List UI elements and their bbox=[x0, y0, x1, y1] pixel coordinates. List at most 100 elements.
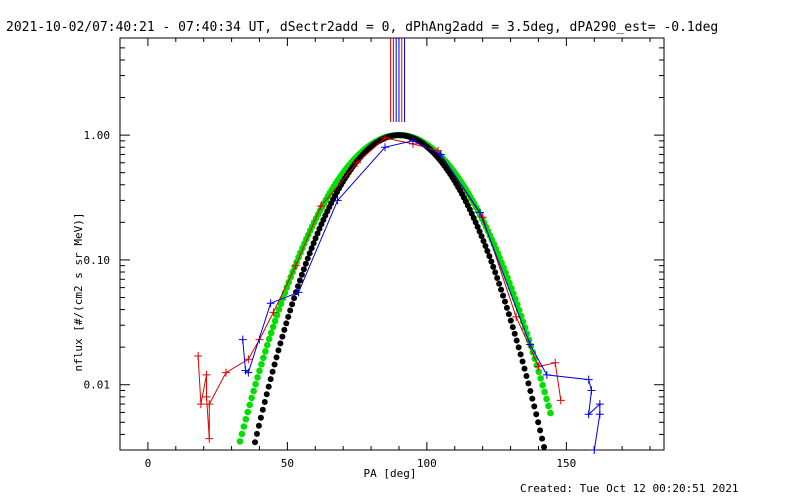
black-model-point bbox=[283, 320, 290, 327]
red-data-point bbox=[551, 358, 560, 367]
red-data-point bbox=[534, 362, 543, 371]
green-model-point bbox=[543, 395, 550, 403]
black-model-point bbox=[503, 304, 510, 311]
blue-data-point bbox=[590, 446, 599, 454]
black-model-point bbox=[521, 365, 528, 372]
green-model-point bbox=[244, 408, 252, 416]
red-data-point bbox=[316, 202, 325, 211]
black-model-point bbox=[265, 383, 272, 390]
red-data-point bbox=[202, 370, 211, 379]
black-model-point bbox=[308, 245, 315, 252]
black-model-point bbox=[306, 250, 313, 257]
black-model-point bbox=[316, 225, 323, 232]
green-model-point bbox=[254, 374, 261, 381]
green-model-point bbox=[248, 394, 255, 402]
black-model-point bbox=[505, 311, 512, 318]
black-model-point bbox=[500, 292, 507, 299]
y-tick-label: 1.00 bbox=[84, 129, 111, 142]
black-model-point bbox=[519, 358, 526, 365]
y-tick-label: 0.01 bbox=[84, 379, 111, 392]
red-data-point bbox=[205, 400, 214, 409]
x-axis-label: PA [deg] bbox=[364, 467, 417, 480]
black-model-point bbox=[277, 340, 284, 347]
blue-data-point bbox=[333, 196, 342, 205]
black-model-point bbox=[302, 260, 309, 267]
green-model-point bbox=[252, 380, 259, 388]
x-tick-label: 150 bbox=[556, 457, 576, 470]
green-model-point bbox=[535, 368, 543, 376]
black-model-point bbox=[490, 263, 497, 270]
plot-area: 0 50 100 150 0.01 0.10 1.00 bbox=[84, 37, 665, 470]
black-model-point bbox=[488, 258, 495, 265]
black-model-point bbox=[252, 439, 259, 446]
black-model-point bbox=[298, 271, 305, 278]
black-model-point bbox=[261, 398, 268, 405]
green-model-point bbox=[277, 300, 285, 308]
green-model-point bbox=[541, 388, 548, 396]
green-model-point bbox=[258, 360, 265, 368]
blue-data-point bbox=[595, 400, 604, 409]
black-model-point bbox=[312, 235, 319, 242]
black-model-point bbox=[259, 406, 266, 413]
red-data-point bbox=[222, 368, 231, 377]
green-model-point bbox=[519, 318, 527, 326]
black-model-point bbox=[525, 380, 532, 387]
black-model-point bbox=[273, 354, 280, 361]
green-model-point bbox=[265, 335, 273, 343]
green-model-point bbox=[545, 402, 552, 410]
red-data-point bbox=[381, 133, 390, 142]
black-model-point bbox=[281, 326, 288, 333]
green-model-point bbox=[283, 284, 291, 291]
black-model-point bbox=[480, 238, 487, 245]
green-model-point bbox=[539, 381, 546, 389]
black-model-point bbox=[472, 219, 479, 226]
black-model-point bbox=[267, 376, 274, 383]
black-model-point bbox=[507, 317, 514, 324]
black-model-point bbox=[263, 391, 270, 398]
green-model-point bbox=[240, 423, 248, 430]
blue-data-point bbox=[584, 410, 593, 419]
black-model-point bbox=[492, 269, 499, 276]
blue-data-point bbox=[475, 208, 484, 217]
plot-frame bbox=[119, 37, 665, 451]
black-model-point bbox=[291, 295, 298, 302]
black-model-point bbox=[269, 368, 276, 375]
red-data-point bbox=[353, 158, 362, 167]
black-model-point bbox=[513, 337, 520, 344]
green-model-point bbox=[537, 375, 544, 382]
x-tick-label: 50 bbox=[281, 457, 294, 470]
green-model-point bbox=[262, 348, 269, 355]
black-model-point bbox=[517, 351, 524, 358]
black-model-point bbox=[515, 344, 522, 351]
green-model-point bbox=[246, 401, 254, 409]
green-model-point bbox=[267, 329, 275, 337]
red-data-point bbox=[194, 351, 203, 360]
green-model-point bbox=[236, 438, 244, 445]
black-model-point bbox=[253, 430, 260, 437]
black-model-point bbox=[474, 223, 481, 230]
black-model-point bbox=[523, 372, 530, 379]
black-model-point bbox=[476, 228, 483, 235]
blue-data-point bbox=[542, 370, 551, 379]
black-model-point bbox=[310, 240, 317, 247]
black-model-point bbox=[478, 233, 485, 240]
black-model-point bbox=[304, 255, 311, 262]
green-model-point bbox=[256, 367, 263, 375]
green-model-point bbox=[263, 341, 271, 349]
black-model-point bbox=[509, 324, 516, 331]
black-model-point bbox=[482, 242, 489, 249]
blue-data-point bbox=[238, 335, 247, 344]
black-model-point bbox=[279, 333, 286, 340]
black-model-point bbox=[257, 414, 264, 421]
blue-data-point bbox=[595, 410, 604, 419]
green-model-point bbox=[275, 306, 283, 313]
black-model-point bbox=[255, 422, 262, 429]
black-model-point bbox=[539, 435, 546, 442]
blue-data-point bbox=[526, 340, 535, 349]
black-model-point bbox=[484, 248, 491, 255]
red-data-point bbox=[205, 434, 214, 443]
y-tick-label: 0.10 bbox=[84, 254, 111, 267]
green-model-point bbox=[260, 354, 267, 362]
black-model-point bbox=[535, 419, 542, 426]
